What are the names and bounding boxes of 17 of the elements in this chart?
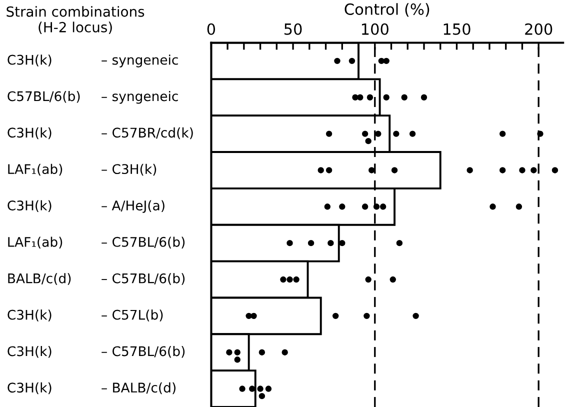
category-label: LAF₁(ab) – C57BL/6(b): [8, 236, 185, 248]
x-tick-label: 100: [362, 23, 388, 35]
category-label: C3H(k) – C57BR/cd(k): [8, 127, 193, 140]
category-label: C3H(k) – syngeneic: [8, 54, 178, 68]
category-label: C3H(k) – C57BL/6(b): [8, 346, 185, 358]
y-axis-title: Strain combinations (H-2 locus): [6, 6, 144, 34]
x-tick-label: 150: [444, 23, 470, 35]
category-label: C3H(k) – C57L(b): [8, 310, 163, 322]
category-label: BALB/c(d) – C57BL/6(b): [8, 273, 185, 285]
x-tick-label: 0: [207, 23, 216, 35]
category-label: LAF₁(ab) – C3H(k): [8, 164, 156, 176]
category-label: C57BL/6(b) – syngeneic: [8, 90, 178, 104]
x-tick-label: 200: [525, 23, 552, 35]
category-label: C3H(k) – BALB/c(d): [8, 382, 176, 394]
category-label: C3H(k) – A/HeJ(a): [8, 200, 164, 213]
x-axis-title: Control (%): [344, 3, 430, 17]
x-tick-label: 50: [284, 23, 302, 35]
